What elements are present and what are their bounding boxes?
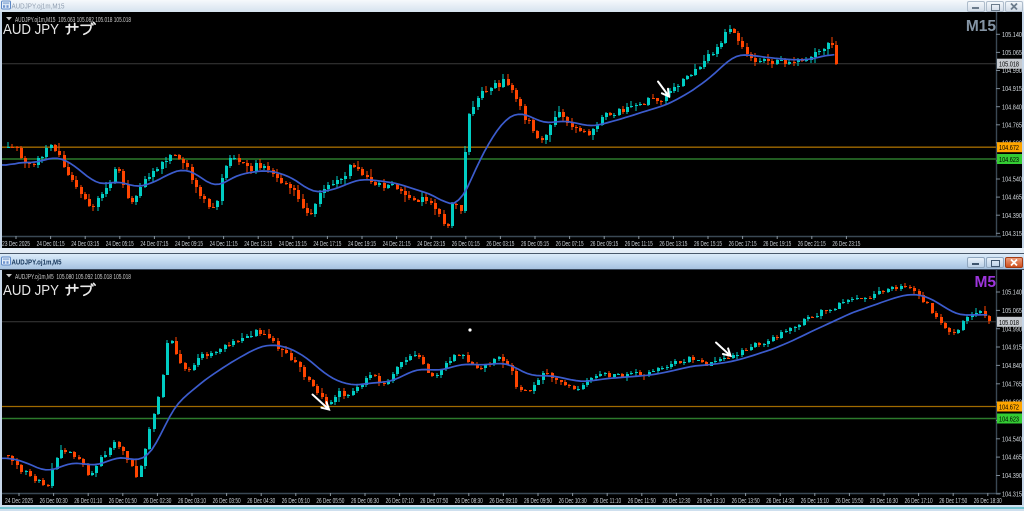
svg-text:104.765: 104.765 — [1002, 379, 1022, 388]
svg-text:26 Dec 01:10: 26 Dec 01:10 — [74, 496, 102, 505]
svg-text:104.672: 104.672 — [999, 143, 1019, 152]
svg-text:24 Dec 21:15: 24 Dec 21:15 — [383, 239, 411, 248]
svg-text:26 Dec 17:50: 26 Dec 17:50 — [939, 496, 967, 505]
svg-text:26 Dec 09:50: 26 Dec 09:50 — [524, 496, 552, 505]
svg-text:M15: M15 — [966, 18, 997, 35]
svg-text:104.840: 104.840 — [1002, 361, 1022, 370]
svg-text:104.390: 104.390 — [1002, 211, 1022, 220]
svg-text:104.315: 104.315 — [1002, 490, 1022, 499]
svg-text:26 Dec 10:30: 26 Dec 10:30 — [559, 496, 587, 505]
svg-text:24 Dec 11:15: 24 Dec 11:15 — [210, 239, 238, 248]
svg-text:AUDJPY.oj1m,M15: AUDJPY.oj1m,M15 — [12, 2, 65, 11]
svg-text:26 Dec 00:30: 26 Dec 00:30 — [40, 496, 68, 505]
svg-text:26 Dec 01:15: 26 Dec 01:15 — [452, 239, 480, 248]
svg-text:26 Dec 06:30: 26 Dec 06:30 — [351, 496, 379, 505]
svg-text:26 Dec 21:15: 26 Dec 21:15 — [798, 239, 826, 248]
svg-text:26 Dec 11:15: 26 Dec 11:15 — [625, 239, 653, 248]
svg-text:26 Dec 13:50: 26 Dec 13:50 — [732, 496, 760, 505]
svg-text:26 Dec 03:10: 26 Dec 03:10 — [178, 496, 206, 505]
svg-text:26 Dec 09:15: 26 Dec 09:15 — [590, 239, 618, 248]
svg-text:24 Dec 19:15: 24 Dec 19:15 — [348, 239, 376, 248]
svg-text:104.672: 104.672 — [999, 403, 1019, 412]
svg-text:104.623: 104.623 — [999, 415, 1019, 424]
svg-text:104.990: 104.990 — [1002, 66, 1022, 75]
svg-text:26 Dec 15:50: 26 Dec 15:50 — [835, 496, 863, 505]
svg-text:104.915: 104.915 — [1002, 343, 1022, 352]
svg-text:26 Dec 15:15: 26 Dec 15:15 — [694, 239, 722, 248]
svg-text:26 Dec 09:10: 26 Dec 09:10 — [489, 496, 517, 505]
svg-text:104.390: 104.390 — [1002, 471, 1022, 480]
svg-text:26 Dec 19:15: 26 Dec 19:15 — [763, 239, 791, 248]
svg-text:104.765: 104.765 — [1002, 120, 1022, 129]
svg-text:24 Dec 23:15: 24 Dec 23:15 — [417, 239, 445, 248]
svg-text:105.140: 105.140 — [1002, 288, 1022, 297]
svg-text:26 Dec 03:50: 26 Dec 03:50 — [213, 496, 241, 505]
svg-text:24 Dec 2025: 24 Dec 2025 — [5, 496, 33, 505]
svg-text:26 Dec 12:30: 26 Dec 12:30 — [662, 496, 690, 505]
svg-text:104.915: 104.915 — [1002, 84, 1022, 93]
svg-text:24 Dec 09:15: 24 Dec 09:15 — [175, 239, 203, 248]
svg-text:104.465: 104.465 — [1002, 453, 1022, 462]
svg-text:26 Dec 02:30: 26 Dec 02:30 — [143, 496, 171, 505]
svg-text:26 Dec 03:15: 26 Dec 03:15 — [486, 239, 514, 248]
svg-text:104.465: 104.465 — [1002, 193, 1022, 202]
svg-text:104.540: 104.540 — [1002, 434, 1022, 443]
svg-text:AUDJPY.oj1m,M15 105.063 105.0: AUDJPY.oj1m,M15 105.063 105.082 105.018 … — [15, 17, 131, 24]
svg-text:104.840: 104.840 — [1002, 102, 1022, 111]
svg-text:AUD JPY: AUD JPY — [3, 22, 59, 38]
svg-text:105.140: 105.140 — [1002, 30, 1022, 39]
svg-text:26 Dec 11:50: 26 Dec 11:50 — [628, 496, 656, 505]
svg-text:24 Dec 07:15: 24 Dec 07:15 — [140, 239, 168, 248]
svg-text:24 Dec 15:15: 24 Dec 15:15 — [279, 239, 307, 248]
svg-text:26 Dec 17:10: 26 Dec 17:10 — [905, 496, 933, 505]
svg-text:26 Dec 05:10: 26 Dec 05:10 — [282, 496, 310, 505]
svg-text:AUDJPY.oj1m,M5: AUDJPY.oj1m,M5 — [12, 258, 62, 267]
svg-text:26 Dec 04:30: 26 Dec 04:30 — [247, 496, 275, 505]
svg-text:M5: M5 — [974, 274, 996, 291]
svg-text:24 Dec 05:15: 24 Dec 05:15 — [106, 239, 134, 248]
svg-text:26 Dec 07:10: 26 Dec 07:10 — [386, 496, 414, 505]
svg-text:26 Dec 08:30: 26 Dec 08:30 — [455, 496, 483, 505]
svg-text:26 Dec 05:50: 26 Dec 05:50 — [316, 496, 344, 505]
svg-text:104.540: 104.540 — [1002, 175, 1022, 184]
svg-text:105.018: 105.018 — [999, 60, 1019, 69]
svg-text:AUDJPY.oj1m,M5 105.080 105.09: AUDJPY.oj1m,M5 105.080 105.092 105.018 1… — [15, 274, 131, 281]
svg-text:26 Dec 18:30: 26 Dec 18:30 — [974, 496, 1002, 505]
svg-text:105.018: 105.018 — [999, 318, 1019, 327]
svg-text:24 Dec 03:15: 24 Dec 03:15 — [71, 239, 99, 248]
svg-text:26 Dec 07:50: 26 Dec 07:50 — [420, 496, 448, 505]
svg-text:23 Dec 2025: 23 Dec 2025 — [2, 239, 30, 248]
svg-text:24 Dec 17:15: 24 Dec 17:15 — [313, 239, 341, 248]
svg-text:26 Dec 14:30: 26 Dec 14:30 — [766, 496, 794, 505]
svg-text:26 Dec 01:50: 26 Dec 01:50 — [109, 496, 137, 505]
svg-text:24 Dec 13:15: 24 Dec 13:15 — [244, 239, 272, 248]
svg-text:104.315: 104.315 — [1002, 229, 1022, 238]
svg-text:26 Dec 15:10: 26 Dec 15:10 — [801, 496, 829, 505]
svg-text:26 Dec 16:30: 26 Dec 16:30 — [870, 496, 898, 505]
svg-text:26 Dec 13:10: 26 Dec 13:10 — [697, 496, 725, 505]
svg-text:26 Dec 13:15: 26 Dec 13:15 — [659, 239, 687, 248]
svg-text:26 Dec 17:15: 26 Dec 17:15 — [729, 239, 757, 248]
svg-text:AUD JPY: AUD JPY — [3, 283, 59, 299]
svg-text:26 Dec 07:15: 26 Dec 07:15 — [556, 239, 584, 248]
svg-text:105.065: 105.065 — [1002, 306, 1022, 315]
svg-text:104.623: 104.623 — [999, 155, 1019, 164]
svg-text:26 Dec 05:15: 26 Dec 05:15 — [521, 239, 549, 248]
svg-text:26 Dec 11:10: 26 Dec 11:10 — [593, 496, 621, 505]
svg-text:104.990: 104.990 — [1002, 324, 1022, 333]
svg-text:26 Dec 23:15: 26 Dec 23:15 — [832, 239, 860, 248]
svg-text:105.065: 105.065 — [1002, 48, 1022, 57]
svg-text:24 Dec 01:15: 24 Dec 01:15 — [37, 239, 65, 248]
